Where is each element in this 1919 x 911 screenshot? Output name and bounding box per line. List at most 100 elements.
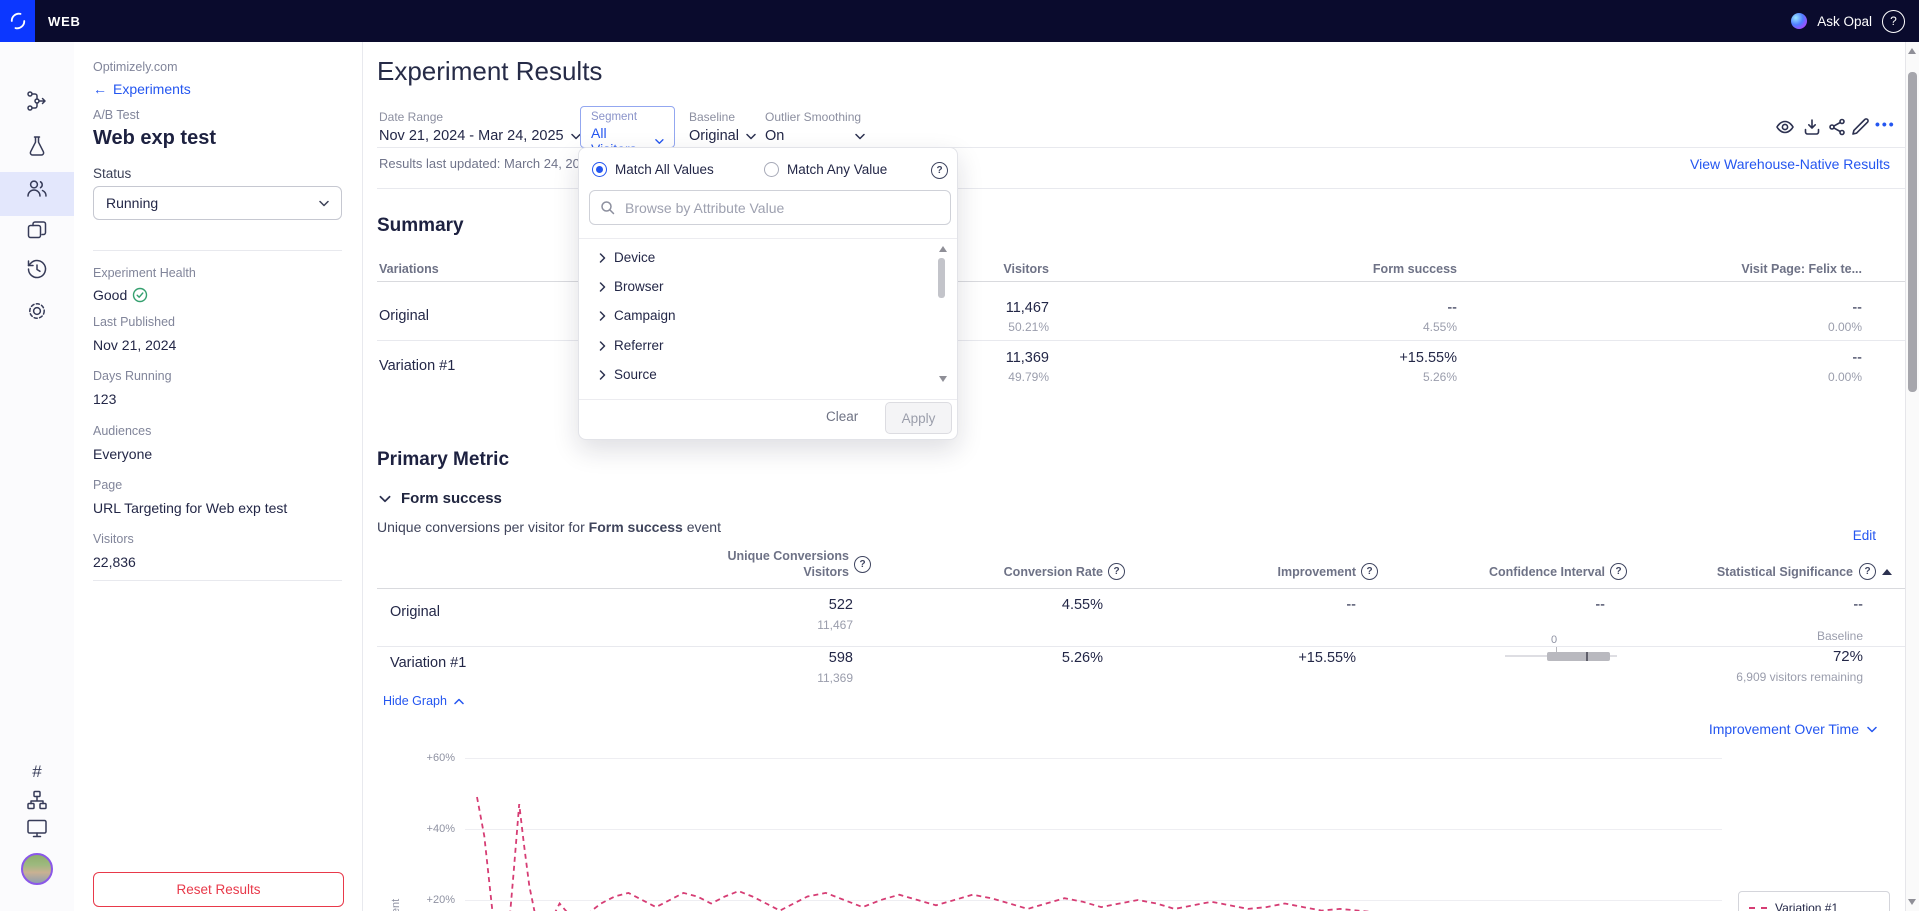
field-value-health: Good bbox=[93, 287, 148, 303]
conversions-value: 522 bbox=[829, 597, 853, 613]
page-title: Experiment Results bbox=[377, 56, 602, 87]
user-avatar[interactable] bbox=[21, 853, 53, 885]
apply-button[interactable]: Apply bbox=[885, 402, 952, 434]
improvement-value: +15.55% bbox=[1298, 650, 1356, 666]
confidence-interval-widget: 0 bbox=[1505, 634, 1617, 666]
scrollbar-thumb[interactable] bbox=[938, 258, 945, 298]
chevron-down-icon bbox=[379, 495, 391, 503]
match-all-option[interactable]: Match All Values bbox=[592, 162, 714, 177]
visitors-value: 11,467 bbox=[1006, 300, 1049, 316]
opal-icon bbox=[1791, 13, 1807, 29]
pages-icon[interactable] bbox=[25, 218, 49, 242]
match-any-option[interactable]: Match Any Value bbox=[764, 162, 887, 177]
back-to-experiments-link[interactable]: ← Experiments bbox=[93, 81, 191, 97]
y-axis-tick: +20% bbox=[427, 894, 455, 906]
scroll-down-arrow[interactable] bbox=[1908, 899, 1916, 905]
optimizely-logo[interactable] bbox=[0, 0, 35, 42]
radio-selected-icon[interactable] bbox=[592, 162, 607, 177]
segment-dropdown[interactable]: Segment All Visitors bbox=[580, 106, 675, 148]
baseline-dropdown[interactable]: Original bbox=[689, 128, 756, 144]
attribute-label: Source bbox=[614, 367, 657, 382]
legend-label: Variation #1 bbox=[1775, 901, 1838, 911]
field-label: Page bbox=[93, 478, 122, 492]
chevron-right-icon bbox=[599, 311, 606, 321]
help-icon[interactable]: ? bbox=[1859, 563, 1876, 580]
back-arrow-icon: ← bbox=[93, 81, 107, 97]
date-range-value: Nov 21, 2024 - Mar 24, 2025 bbox=[379, 128, 564, 144]
product-label: WEB bbox=[48, 0, 81, 42]
ask-opal-button[interactable]: Ask Opal bbox=[1817, 14, 1872, 29]
hide-graph-label: Hide Graph bbox=[383, 694, 447, 708]
variation-name: Original bbox=[379, 308, 429, 324]
attribute-item-referrer[interactable]: Referrer bbox=[579, 331, 934, 360]
experiments-flask-icon[interactable] bbox=[25, 134, 49, 158]
download-icon[interactable] bbox=[1802, 117, 1822, 137]
scrollbar-thumb[interactable] bbox=[1908, 72, 1917, 392]
significance-sub: 6,909 visitors remaining bbox=[1736, 670, 1863, 684]
attribute-search-input[interactable] bbox=[623, 199, 940, 217]
monitor-icon[interactable] bbox=[25, 816, 49, 840]
edit-pencil-icon[interactable] bbox=[1850, 117, 1870, 137]
optimizely-logo-icon bbox=[8, 11, 28, 31]
improvement-over-time-dropdown[interactable]: Improvement Over Time bbox=[1709, 721, 1877, 737]
scroll-up-arrow[interactable] bbox=[1908, 48, 1916, 54]
outlier-smoothing-dropdown[interactable]: On bbox=[765, 128, 784, 144]
column-header-form-success: Form success bbox=[1373, 262, 1457, 276]
help-icon[interactable]: ? bbox=[1610, 563, 1627, 580]
date-range-dropdown[interactable]: Nov 21, 2024 - Mar 24, 2025 bbox=[379, 128, 581, 144]
sitemap-icon[interactable] bbox=[25, 788, 49, 812]
edit-metric-link[interactable]: Edit bbox=[1853, 528, 1876, 543]
help-icon[interactable]: ? bbox=[1108, 563, 1125, 580]
warehouse-results-link[interactable]: View Warehouse-Native Results bbox=[1690, 156, 1890, 172]
more-options-icon[interactable]: ••• bbox=[1875, 116, 1896, 132]
radio-unselected-icon[interactable] bbox=[764, 162, 779, 177]
app-screen: WEB Ask Opal ? # .rail-active{top:130px … bbox=[0, 0, 1919, 911]
attribute-item-browser[interactable]: Browser bbox=[579, 272, 934, 301]
segment-filter-popover: Match All Values Match Any Value ? Devic… bbox=[578, 147, 958, 440]
match-any-label: Match Any Value bbox=[787, 162, 887, 177]
form-success-value: -- bbox=[1447, 300, 1457, 316]
back-link-label: Experiments bbox=[113, 81, 191, 97]
outlier-smoothing-label: Outlier Smoothing bbox=[765, 110, 861, 124]
form-success-rate: 5.26% bbox=[1423, 370, 1457, 384]
scroll-down-arrow[interactable] bbox=[939, 376, 947, 382]
column-header-statistical-significance[interactable]: Statistical Significance ? bbox=[1717, 563, 1892, 580]
help-button[interactable]: ? bbox=[1882, 10, 1905, 33]
gridline bbox=[465, 900, 1722, 901]
field-value: 22,836 bbox=[93, 554, 136, 570]
reset-results-button[interactable]: Reset Results bbox=[93, 872, 344, 907]
visitors-share: 49.79% bbox=[1008, 370, 1049, 384]
help-icon[interactable]: ? bbox=[931, 162, 948, 179]
metric-collapse-toggle[interactable]: Form success bbox=[379, 490, 502, 507]
audiences-icon[interactable] bbox=[25, 176, 49, 200]
status-select[interactable]: Running bbox=[93, 186, 342, 220]
preview-eye-icon[interactable] bbox=[1775, 117, 1795, 137]
attribute-item-campaign[interactable]: Campaign bbox=[579, 301, 934, 330]
conversion-rate-value: 4.55% bbox=[1062, 597, 1103, 613]
share-icon[interactable] bbox=[1827, 117, 1847, 137]
description-prefix: Unique conversions per visitor for bbox=[377, 519, 589, 535]
primary-metric-heading: Primary Metric bbox=[377, 449, 509, 471]
attribute-search-box[interactable] bbox=[589, 190, 951, 225]
attribute-item-device[interactable]: Device bbox=[579, 243, 934, 272]
chart-legend: Variation #1 bbox=[1738, 891, 1890, 911]
settings-gear-icon[interactable] bbox=[25, 299, 49, 323]
variation-1-line-swatch bbox=[1749, 907, 1767, 909]
hide-graph-link[interactable]: Hide Graph bbox=[383, 694, 464, 708]
chevron-down-icon bbox=[319, 200, 329, 207]
flow-icon[interactable] bbox=[25, 89, 49, 113]
ci-range-bar bbox=[1547, 652, 1610, 661]
clear-button[interactable]: Clear bbox=[826, 409, 858, 424]
history-icon[interactable] bbox=[25, 257, 49, 281]
chevron-right-icon bbox=[599, 282, 606, 292]
help-icon[interactable]: ? bbox=[1361, 563, 1378, 580]
statistical-significance-label: Statistical Significance bbox=[1717, 565, 1853, 579]
variation-name: Variation #1 bbox=[379, 358, 455, 374]
help-icon[interactable]: ? bbox=[854, 556, 871, 573]
match-all-label: Match All Values bbox=[615, 162, 714, 177]
chevron-down-icon[interactable] bbox=[855, 133, 865, 140]
scroll-up-arrow[interactable] bbox=[939, 246, 947, 252]
attribute-item-source[interactable]: Source bbox=[579, 360, 934, 389]
hash-icon[interactable]: # bbox=[0, 762, 74, 782]
metric-name: Form success bbox=[401, 490, 502, 507]
